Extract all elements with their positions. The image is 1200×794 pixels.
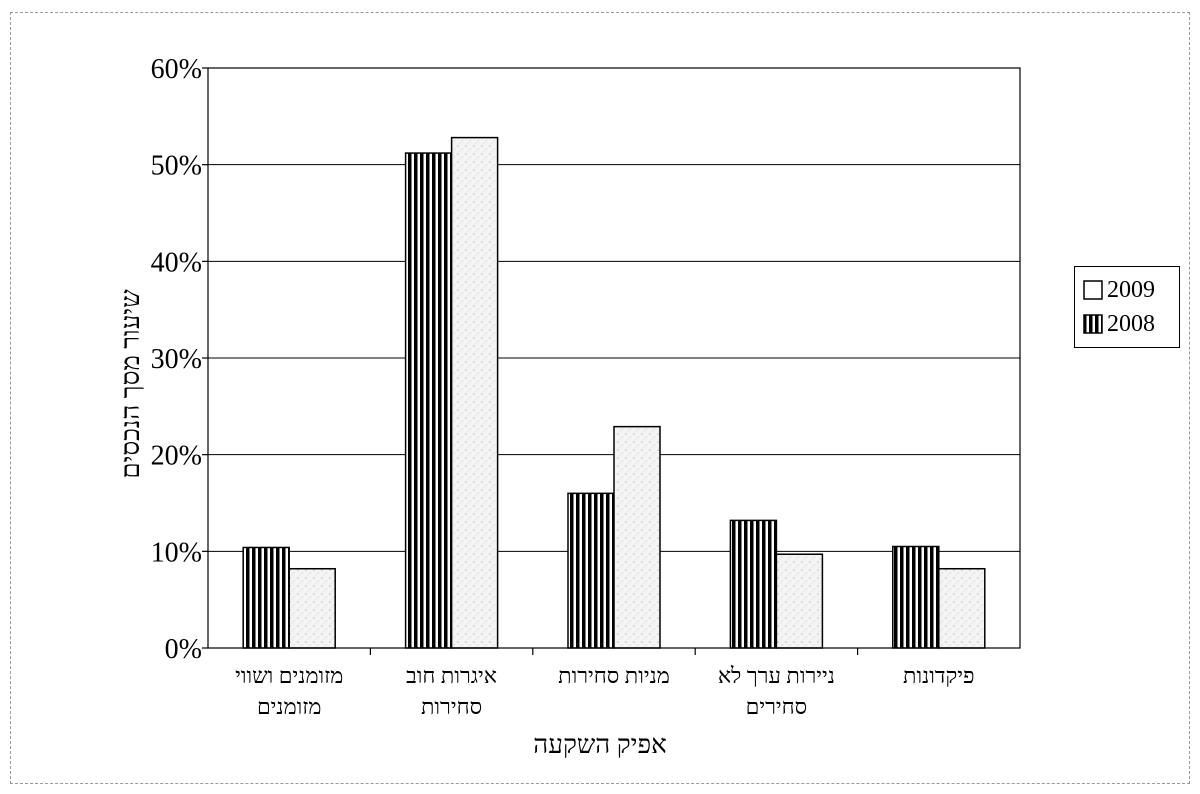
chart-frame: [10, 12, 1190, 784]
bar-2009-0: [288, 567, 336, 649]
x-tick-label: מניות סחירות: [558, 663, 670, 688]
bar-2008-3: [729, 519, 778, 649]
bar-2008-4: [892, 545, 940, 649]
legend-item-2009: 2009: [1083, 275, 1155, 305]
tick-labels: 0% 10% 20% 30% 40% 50% 60% מזומנים ושווי מזומנים…: [151, 54, 975, 719]
legend-swatch-2008: [1083, 314, 1103, 334]
bar-2008-2: [567, 492, 615, 649]
x-tick-label: מזומנים ושווי: [235, 663, 343, 688]
y-tick-label: 0%: [165, 634, 202, 665]
x-tick-label: סחירות: [421, 694, 482, 719]
legend-label-2008: 2008: [1107, 310, 1155, 337]
bar-2009-4: [938, 567, 986, 649]
bars: [242, 136, 986, 649]
x-tick-label: איגרות חוב: [406, 663, 497, 688]
bar-2008-1: [404, 152, 453, 649]
axes: [202, 67, 1021, 655]
bar-2009-1: [450, 136, 499, 649]
x-tick-label: פיקדונות: [903, 663, 974, 688]
legend-item-2008: 2008: [1083, 309, 1155, 339]
legend-label-2009: 2009: [1107, 276, 1155, 303]
legend: 2009 2008: [1074, 266, 1180, 348]
y-tick-label: 30%: [151, 344, 202, 375]
x-tick-label: סחירים: [746, 694, 808, 719]
y-axis-label: שיעור מסך הנכסים: [116, 289, 145, 479]
legend-swatch-2009: [1083, 280, 1103, 300]
bar-2009-3: [775, 553, 824, 649]
x-axis-label: אפיק השקעה: [533, 730, 667, 759]
y-tick-label: 20%: [151, 441, 202, 472]
bar-2009-2: [613, 425, 661, 649]
bar-2008-0: [242, 546, 290, 649]
plot-area-border: [207, 67, 1021, 649]
x-tick-label: ניירות ערך לא: [718, 663, 835, 688]
y-tick-label: 50%: [151, 151, 202, 182]
x-tick-label: מזומנים: [257, 694, 322, 719]
y-tick-label: 10%: [151, 537, 202, 568]
y-tick-label: 40%: [151, 247, 202, 278]
y-tick-label: 60%: [151, 54, 202, 85]
